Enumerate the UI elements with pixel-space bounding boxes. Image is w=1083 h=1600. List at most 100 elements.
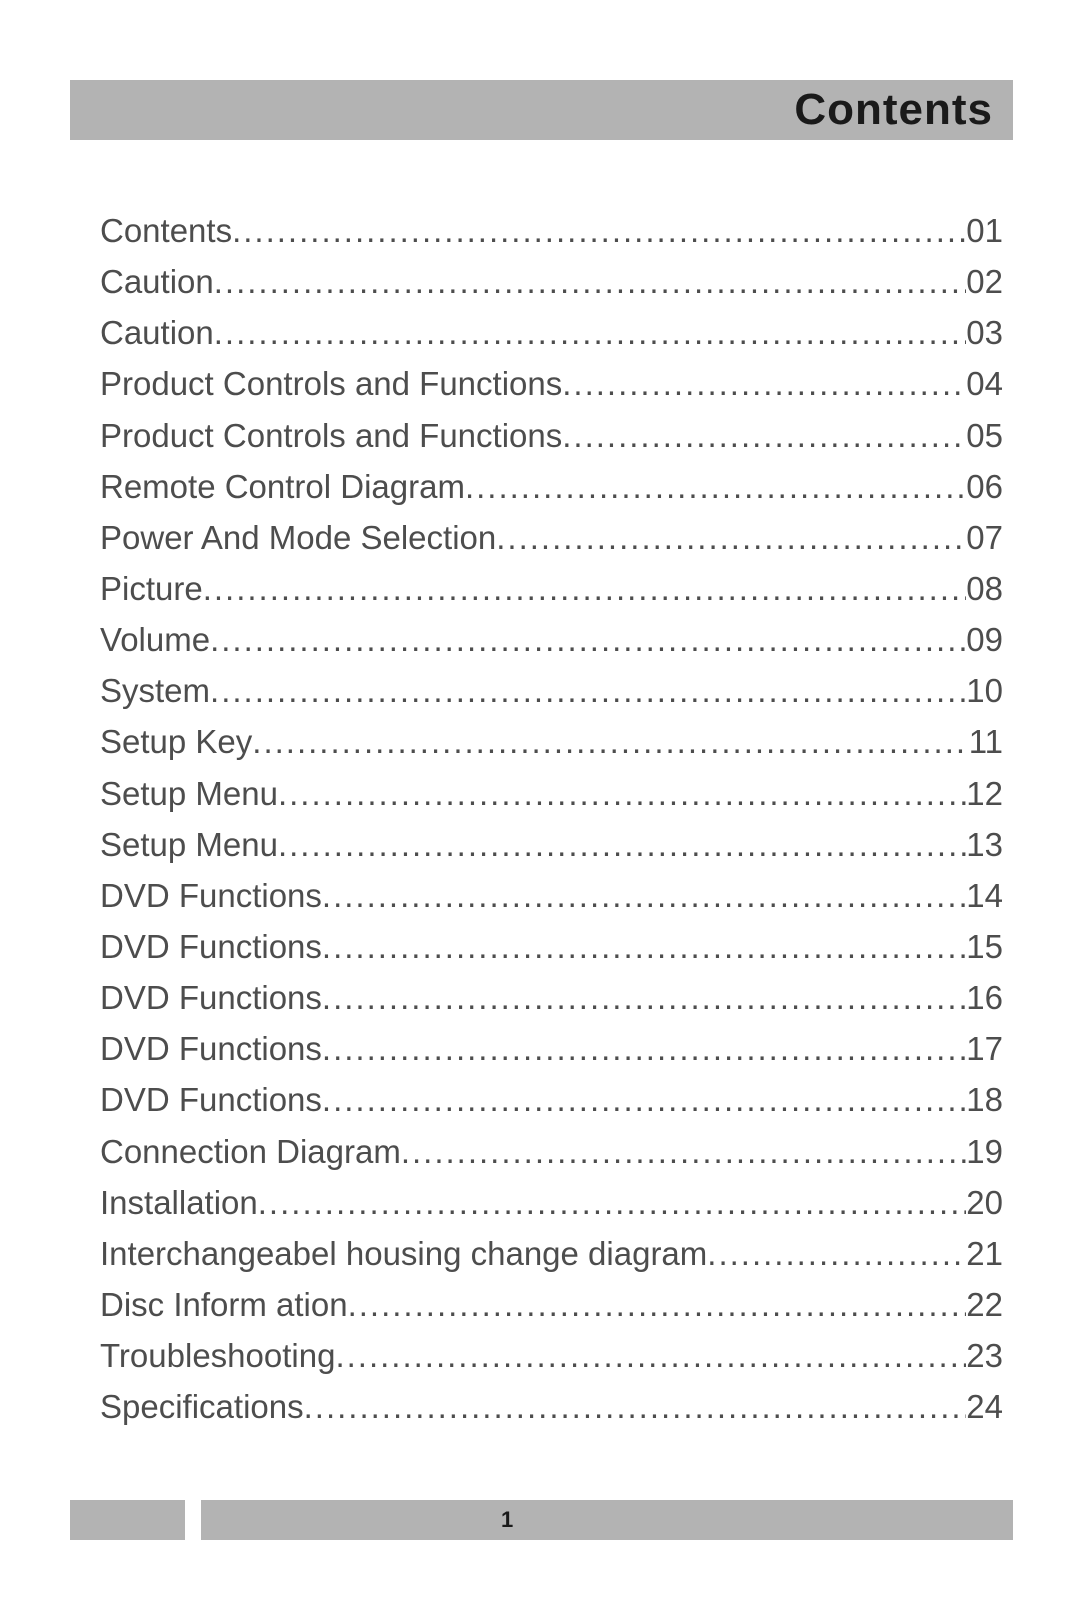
toc-row: DVD Functions 15 (100, 921, 1003, 972)
toc-entry-page: 09 (966, 614, 1003, 665)
toc-entry-page: 02 (966, 256, 1003, 307)
toc-row: DVD Functions 17 (100, 1023, 1003, 1074)
toc-entry-label: Product Controls and Functions (100, 358, 562, 409)
toc-leader-dots (401, 1126, 966, 1177)
toc-leader-dots (210, 665, 966, 716)
toc-entry-page: 10 (966, 665, 1003, 716)
toc-entry-label: Power And Mode Selection (100, 512, 496, 563)
toc-row: Connection Diagram 19 (100, 1126, 1003, 1177)
toc-entry-label: Caution (100, 256, 214, 307)
toc-leader-dots (258, 1177, 967, 1228)
toc-row: Product Controls and Functions 05 (100, 410, 1003, 461)
toc-entry-label: Volume (100, 614, 210, 665)
toc-leader-dots (278, 768, 966, 819)
toc-entry-label: Picture (100, 563, 203, 614)
toc-row: Contents 01 (100, 205, 1003, 256)
page-container: Contents Contents 01 Caution 02 Caution 03 Pro… (0, 0, 1083, 1600)
toc-row: Caution 02 (100, 256, 1003, 307)
toc-leader-dots (562, 358, 966, 409)
toc-entry-label: Contents (100, 205, 232, 256)
toc-entry-page: 07 (966, 512, 1003, 563)
toc-leader-dots (203, 563, 967, 614)
toc-entry-label: Product Controls and Functions (100, 410, 562, 461)
header-bar: Contents (70, 80, 1013, 140)
toc-entry-label: System (100, 665, 210, 716)
toc-entry-label: Setup Key (100, 716, 252, 767)
toc-entry-page: 11 (969, 716, 1003, 767)
toc-entry-label: DVD Functions (100, 870, 322, 921)
toc-entry-page: 23 (966, 1330, 1003, 1381)
toc-row: Volume 09 (100, 614, 1003, 665)
toc-row: Specifications 24 (100, 1381, 1003, 1432)
toc-entry-label: Installation (100, 1177, 258, 1228)
toc-leader-dots (562, 410, 966, 461)
toc-row: Setup Menu 13 (100, 819, 1003, 870)
toc-leader-dots (322, 1023, 966, 1074)
toc-row: Disc Inform ation 22 (100, 1279, 1003, 1330)
toc-row: System 10 (100, 665, 1003, 716)
header-title: Contents (794, 85, 993, 135)
toc-row: Interchangeabel housing change diagram21 (100, 1228, 1003, 1279)
footer: 1 (70, 1500, 1013, 1540)
toc-entry-label: DVD Functions (100, 1023, 322, 1074)
toc-entry-label: Caution (100, 307, 214, 358)
footer-bar-left (70, 1500, 185, 1540)
toc-row: DVD Functions 16 (100, 972, 1003, 1023)
toc-row: Power And Mode Selection 07 (100, 512, 1003, 563)
toc-leader-dots (707, 1228, 966, 1279)
toc-entry-label: Setup Menu (100, 819, 278, 870)
toc-row: Installation 20 (100, 1177, 1003, 1228)
toc-row: Setup Menu 12 (100, 768, 1003, 819)
toc-leader-dots (496, 512, 966, 563)
toc-entry-page: 15 (966, 921, 1003, 972)
toc-leader-dots (335, 1330, 966, 1381)
toc-leader-dots (214, 307, 967, 358)
toc-entry-label: Connection Diagram (100, 1126, 401, 1177)
toc-leader-dots (322, 972, 966, 1023)
toc-leader-dots (304, 1381, 967, 1432)
toc-entry-label: Specifications (100, 1381, 304, 1432)
toc-entry-label: Setup Menu (100, 768, 278, 819)
toc-row: DVD Functions14 (100, 870, 1003, 921)
toc-row: Setup Key 11 (100, 716, 1003, 767)
toc-entry-page: 22 (966, 1279, 1003, 1330)
toc-entry-label: Remote Control Diagram (100, 461, 465, 512)
toc-leader-dots (252, 716, 968, 767)
toc-row: Troubleshooting 23 (100, 1330, 1003, 1381)
toc-row: Picture 08 (100, 563, 1003, 614)
toc-entry-page: 18 (966, 1074, 1003, 1125)
toc-leader-dots (348, 1279, 967, 1330)
toc-row: Remote Control Diagram 06 (100, 461, 1003, 512)
toc-entry-page: 17 (966, 1023, 1003, 1074)
toc-entry-page: 08 (966, 563, 1003, 614)
toc-entry-label: Interchangeabel housing change diagram (100, 1228, 707, 1279)
toc-leader-dots (322, 921, 966, 972)
toc-leader-dots (322, 870, 966, 921)
toc-leader-dots (322, 1074, 966, 1125)
toc-entry-page: 19 (966, 1126, 1003, 1177)
toc-entry-label: DVD Functions (100, 921, 322, 972)
toc-entry-page: 12 (966, 768, 1003, 819)
toc-entry-label: Troubleshooting (100, 1330, 335, 1381)
toc-entry-page: 04 (966, 358, 1003, 409)
toc-entry-page: 03 (966, 307, 1003, 358)
toc-row: Caution 03 (100, 307, 1003, 358)
footer-page-number: 1 (501, 1507, 513, 1533)
table-of-contents: Contents 01 Caution 02 Caution 03 Product Cont… (70, 205, 1013, 1432)
toc-entry-page: 16 (966, 972, 1003, 1023)
toc-entry-label: Disc Inform ation (100, 1279, 348, 1330)
toc-leader-dots (232, 205, 966, 256)
toc-row: DVD Functions18 (100, 1074, 1003, 1125)
toc-entry-page: 20 (966, 1177, 1003, 1228)
toc-leader-dots (210, 614, 966, 665)
toc-leader-dots (465, 461, 966, 512)
toc-entry-label: DVD Functions (100, 972, 322, 1023)
toc-entry-page: 13 (966, 819, 1003, 870)
toc-leader-dots (214, 256, 967, 307)
toc-entry-page: 06 (966, 461, 1003, 512)
toc-entry-page: 24 (966, 1381, 1003, 1432)
toc-leader-dots (278, 819, 966, 870)
footer-bar-right: 1 (201, 1500, 1013, 1540)
toc-entry-page: 05 (966, 410, 1003, 461)
toc-entry-page: 01 (966, 205, 1003, 256)
